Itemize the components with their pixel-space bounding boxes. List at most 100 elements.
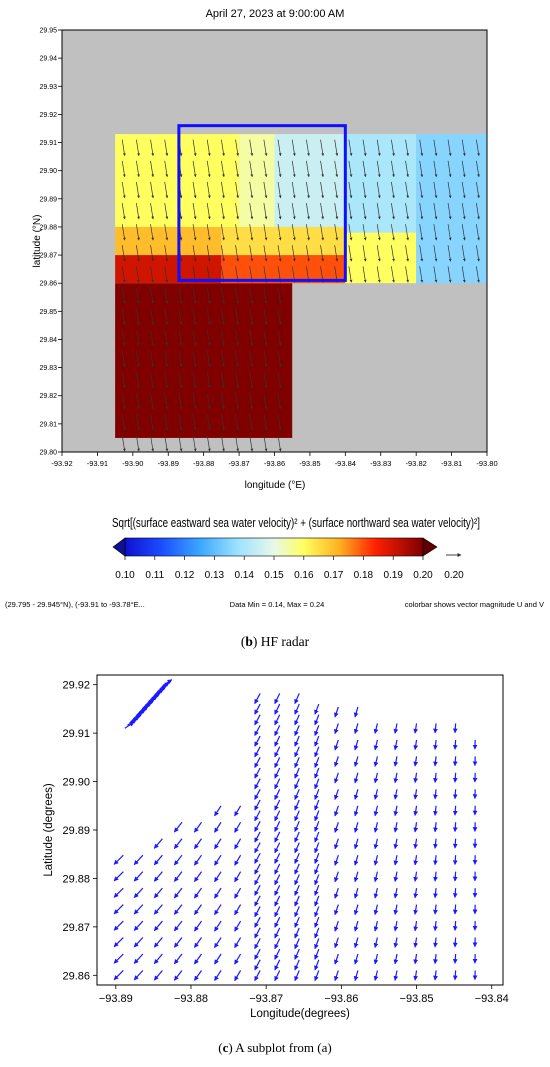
- velocity-arrow: [353, 871, 359, 883]
- velocity-vector: [249, 308, 254, 325]
- velocity-arrow: [113, 937, 124, 948]
- velocity-vector: [121, 224, 126, 241]
- velocity-arrow: [452, 723, 458, 734]
- x-tick-label: -93.88: [193, 459, 214, 468]
- y-tick-label: 29.86: [39, 281, 57, 288]
- velocity-vector: [150, 224, 155, 241]
- velocity-arrow: [274, 959, 281, 971]
- velocity-vector: [150, 245, 155, 262]
- x-tick-label: -93.82: [406, 459, 427, 468]
- velocity-vector: [221, 181, 225, 199]
- velocity-vector: [136, 413, 140, 431]
- velocity-arrow: [173, 838, 183, 849]
- velocity-vector: [306, 245, 310, 262]
- velocity-arrow: [373, 822, 379, 833]
- velocity-arrow: [334, 723, 339, 735]
- x-axis-label-b: longitude (°E): [245, 480, 306, 491]
- velocity-vector: [376, 160, 381, 178]
- velocity-vector: [249, 224, 254, 241]
- heatmap-cell: [115, 283, 293, 438]
- velocity-arrow: [393, 970, 399, 981]
- velocity-vector: [249, 160, 254, 178]
- velocity-arrow: [133, 937, 144, 948]
- velocity-vector: [192, 329, 197, 346]
- velocity-vector: [461, 160, 466, 178]
- velocity-arrow: [452, 871, 458, 882]
- velocity-vector: [263, 224, 268, 241]
- colorbar-gradient: [124, 537, 424, 557]
- velocity-vector: [348, 266, 353, 283]
- velocity-arrow: [314, 714, 320, 726]
- velocity-vector: [150, 329, 155, 346]
- velocity-vector: [206, 413, 211, 431]
- velocity-arrow: [234, 937, 242, 949]
- velocity-vector: [263, 202, 268, 220]
- velocity-vector: [348, 160, 353, 178]
- velocity-arrow: [214, 805, 222, 817]
- velocity-vector: [277, 371, 282, 389]
- velocity-arrow: [234, 970, 242, 982]
- velocity-arrow: [274, 884, 281, 896]
- velocity-arrow: [274, 735, 281, 747]
- velocity-vector: [249, 287, 254, 304]
- velocity-vector: [235, 245, 240, 262]
- velocity-arrow: [254, 927, 261, 939]
- velocity-vector: [334, 202, 339, 220]
- velocity-arrow: [373, 772, 379, 784]
- velocity-vector: [121, 181, 126, 199]
- velocity-arrow: [413, 871, 419, 882]
- y-tick-label: 29.81: [39, 421, 57, 428]
- velocity-arrow: [373, 953, 379, 965]
- velocity-arrow: [193, 920, 202, 932]
- velocity-vector: [192, 139, 197, 157]
- velocity-arrow: [294, 906, 300, 918]
- velocity-arrow: [294, 821, 300, 833]
- y-tick-label: 29.83: [39, 365, 57, 372]
- velocity-vector: [206, 350, 211, 368]
- velocity-arrow: [254, 831, 261, 843]
- velocity-vector: [150, 435, 155, 452]
- velocity-arrow: [314, 863, 320, 875]
- velocity-arrow: [334, 871, 339, 883]
- velocity-vector: [263, 392, 268, 410]
- velocity-arrow: [314, 938, 320, 950]
- velocity-vector: [150, 139, 155, 157]
- velocity-arrow: [234, 920, 242, 932]
- velocity-arrow: [373, 723, 379, 734]
- velocity-vector: [221, 202, 225, 220]
- velocity-arrow: [413, 855, 419, 866]
- velocity-arrow: [113, 854, 124, 865]
- velocity-vector: [249, 139, 254, 157]
- velocity-vector: [221, 413, 225, 431]
- velocity-arrows: [113, 679, 478, 982]
- velocity-arrow: [353, 706, 359, 718]
- velocity-arrow: [193, 871, 202, 883]
- x-tick-label: -93.87: [228, 459, 249, 468]
- velocity-vector: [192, 224, 197, 241]
- velocity-vector: [164, 202, 169, 220]
- velocity-arrow: [413, 756, 419, 767]
- colorbar-tick-label: 0.18: [354, 570, 374, 581]
- velocity-arrow: [113, 871, 124, 882]
- footer-data-range: Data Min = 0.14, Max = 0.24: [230, 600, 325, 609]
- velocity-arrow: [274, 789, 281, 801]
- velocity-vector: [121, 392, 126, 410]
- velocity-vector: [447, 202, 452, 220]
- velocity-vector: [447, 139, 452, 157]
- heatmap-cell: [239, 134, 275, 227]
- velocity-vector: [164, 350, 169, 368]
- velocity-arrow: [413, 888, 419, 899]
- velocity-arrow: [294, 810, 300, 822]
- velocity-arrow: [294, 916, 300, 928]
- velocity-vector: [291, 181, 296, 199]
- y-tick-label: 29.89: [39, 196, 57, 203]
- velocity-arrow: [334, 822, 339, 833]
- colorbar-ticks: 0.10 0.11 0.12 0.13 0.14 0.15 0.16 0.17 0.18 0.19…: [115, 556, 433, 581]
- velocity-vector: [277, 329, 282, 346]
- velocity-arrow: [314, 767, 320, 779]
- velocity-arrow: [294, 789, 300, 801]
- velocity-vector: [164, 139, 169, 157]
- velocity-arrow: [294, 895, 300, 907]
- velocity-vector: [320, 160, 325, 178]
- velocity-vector: [206, 202, 211, 220]
